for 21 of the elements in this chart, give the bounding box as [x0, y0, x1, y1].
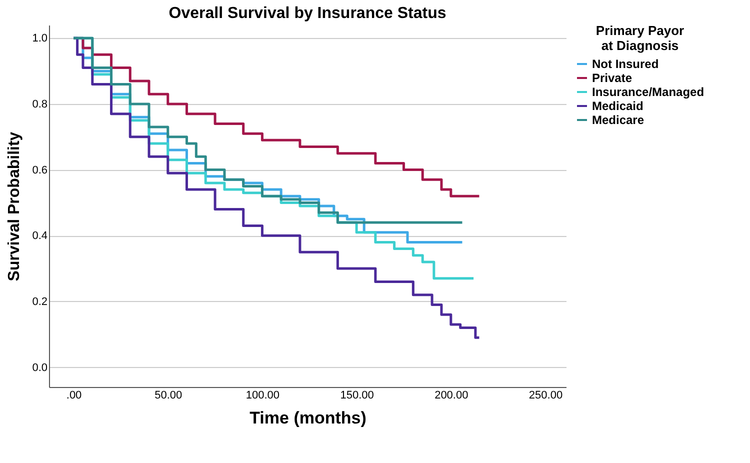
legend-label: Medicaid	[592, 99, 644, 113]
legend-title: Primary Payor at Diagnosis	[596, 23, 684, 53]
legend-label: Medicare	[592, 113, 644, 127]
x-axis-title: Time (months)	[250, 408, 366, 428]
x-tick-label: 150.00	[340, 390, 374, 402]
x-tick-label: 200.00	[434, 390, 468, 402]
y-tick-label: 1.0	[32, 32, 48, 45]
y-tick-label: 0.4	[32, 230, 48, 242]
y-tick-label: 0.0	[32, 362, 48, 374]
legend-label: Private	[592, 71, 632, 85]
x-tick-label: 50.00	[154, 390, 182, 402]
x-tick-label: 100.00	[246, 390, 280, 402]
x-tick-label: 250.00	[528, 390, 563, 402]
legend-label: Not Insured	[592, 57, 659, 71]
y-tick-label: 0.2	[32, 296, 48, 308]
y-tick-label: 0.8	[32, 98, 48, 110]
chart-title: Overall Survival by Insurance Status	[168, 5, 446, 22]
x-tick-label: .00	[66, 390, 82, 402]
y-tick-label: 0.6	[32, 164, 48, 176]
y-axis-title: Survival Probability	[6, 132, 24, 282]
legend-label: Insurance/Managed	[592, 85, 704, 99]
